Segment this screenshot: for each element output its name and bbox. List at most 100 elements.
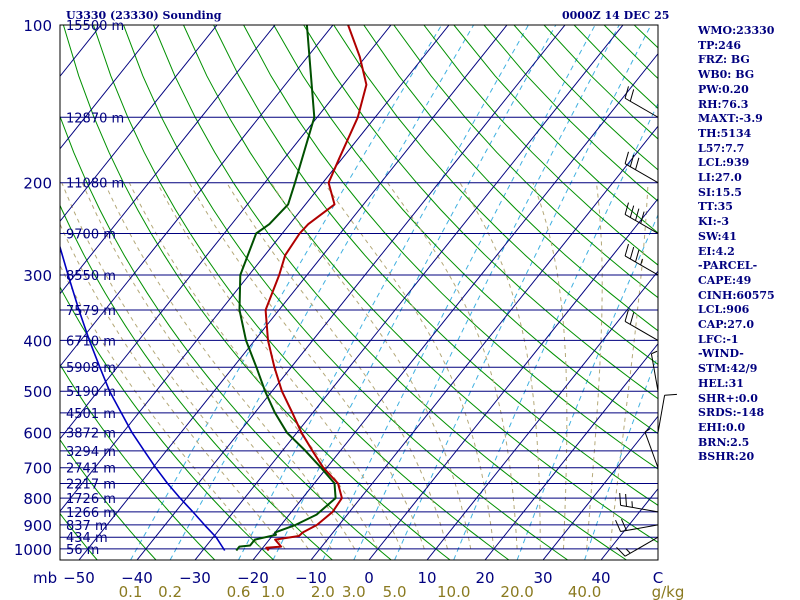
isotherm (60, 25, 450, 513)
mixing-ratio-tick-label: 2.0 (311, 583, 335, 600)
mixing-ratio-line (130, 25, 443, 560)
height-label: 9700 m (66, 227, 116, 242)
dry-adiabat (60, 285, 274, 560)
height-label: 8550 m (66, 269, 116, 284)
temperature-tick-label: 0 (364, 569, 374, 587)
temperature-line (264, 25, 368, 552)
dry-adiabat (213, 25, 658, 506)
moist-adiabat (323, 182, 495, 549)
moist-adiabat (459, 182, 541, 549)
mixing-ratio-line (238, 25, 529, 560)
pressure-tick-label: 900 (23, 517, 52, 535)
temperature-tick-label: −10 (295, 569, 327, 587)
moist-adiabat (60, 264, 263, 550)
temperature-tick-label: 10 (417, 569, 436, 587)
dewpoint-line (235, 25, 337, 552)
wind-barb (619, 492, 659, 513)
height-label: 12870 m (66, 111, 124, 126)
height-label: 56 m (66, 543, 99, 558)
pressure-tick-label: 600 (23, 425, 52, 443)
mixing-ratio-tick-label: g/kg (652, 583, 685, 600)
dry-adiabat (183, 25, 658, 544)
index-item: -PARCEL- (698, 259, 758, 273)
mixing-ratio-tick-label: 40.0 (568, 583, 601, 600)
height-label: 7579 m (66, 304, 116, 319)
moist-adiabat (81, 182, 332, 550)
index-item: KI:-3 (698, 215, 729, 229)
temperature-tick-label: 40 (591, 569, 610, 587)
index-item: -WIND- (698, 347, 744, 361)
index-item: CAPE:49 (698, 273, 752, 287)
dry-adiabat (123, 25, 568, 560)
height-labels: 15500 m 12870 m 11080 m 9700 m 8550 m 7579 m 6… (66, 19, 124, 558)
moist-adiabat (532, 182, 568, 549)
index-item: BRN:2.5 (698, 435, 750, 449)
height-label: 1726 m (66, 492, 116, 507)
index-item: SI:15.5 (698, 185, 742, 199)
mixing-ratio-line (584, 354, 658, 560)
wind-barb (650, 350, 659, 392)
temperature-tick-label: −30 (179, 569, 211, 587)
index-item: CINH:60575 (698, 288, 775, 302)
mixing-ratio-axis: 0.1 0.2 0.6 1.0 2.0 3.0 5.0 10.0 20.0 40.0 g/kg (119, 583, 685, 600)
wind-barb (624, 86, 659, 118)
index-item: LFC:-1 (698, 332, 739, 346)
dry-adiabat (423, 25, 658, 266)
mixing-ratio-tick-label: 3.0 (342, 583, 366, 600)
isotherm (252, 52, 658, 560)
height-label: 5190 m (66, 385, 116, 400)
mixing-ratio-line (272, 25, 557, 560)
temperature-axis: mb −50 −40 −30 −20 −10 0 10 20 30 40 C (33, 569, 663, 587)
index-item: LI:27.0 (698, 171, 742, 185)
isotherm (60, 25, 392, 440)
index-item: LCL:906 (698, 303, 750, 317)
pressure-axis: 100 200 300 400 500 600 700 800 900 1000 (14, 17, 52, 559)
mixing-ratio-line (453, 102, 658, 560)
index-item: TT:35 (698, 200, 733, 214)
dry-adiabat (0, 25, 38, 560)
mixing-ratio-tick-label: 1.0 (261, 583, 285, 600)
wind-barb (624, 309, 659, 341)
wind-barb (644, 428, 659, 468)
index-item: PW:0.20 (698, 82, 749, 96)
sounding-time: 0000Z 14 DEC 25 (562, 9, 670, 22)
station-title: U3330 (23330) Sounding (66, 9, 222, 22)
wind-barb (657, 393, 677, 433)
pressure-tick-label: 700 (23, 460, 52, 478)
wind-barb (616, 536, 659, 557)
isotherm (0, 25, 43, 560)
index-item: TP:246 (698, 38, 742, 52)
indices-panel: WMO:23330 TP:246 FRZ: BG WB0: BG PW:0.20 RH:7… (698, 24, 775, 465)
temperature-tick-label: 30 (533, 569, 552, 587)
moist-adiabat (60, 222, 286, 550)
index-item: SHR+:0.0 (698, 391, 758, 405)
index-item: MAXT:-3.9 (698, 112, 763, 126)
dry-adiabat (60, 512, 98, 560)
wind-barbs (615, 86, 677, 557)
height-label: 11080 m (66, 177, 124, 192)
height-label: 5908 m (66, 361, 116, 376)
mixing-ratio-tick-label: 20.0 (500, 583, 533, 600)
virtual-temp-profile-line (60, 244, 226, 551)
dry-adiabat (303, 25, 658, 400)
pressure-tick-label: 400 (23, 332, 52, 350)
dry-adiabat (60, 204, 333, 560)
isotherm (368, 197, 658, 560)
height-label: 434 m (66, 531, 108, 546)
background-lines (0, 25, 658, 560)
height-label: 1266 m (66, 506, 116, 521)
index-item: WB0: BG (698, 68, 755, 82)
sounding-profiles (60, 25, 368, 552)
moist-adiabat (226, 182, 448, 550)
height-label: 3872 m (66, 427, 116, 442)
wind-barb (624, 243, 659, 276)
dry-adiabat (92, 25, 510, 560)
mixing-ratio-line (394, 25, 652, 560)
isotherm (136, 25, 566, 560)
isotherm (310, 125, 658, 560)
mixing-ratio-tick-label: 0.6 (227, 583, 251, 600)
mixing-ratio-tick-label: 5.0 (383, 583, 407, 600)
index-item: WMO:23330 (698, 24, 775, 37)
isotherm (60, 25, 160, 150)
pressure-tick-label: 100 (23, 17, 52, 35)
